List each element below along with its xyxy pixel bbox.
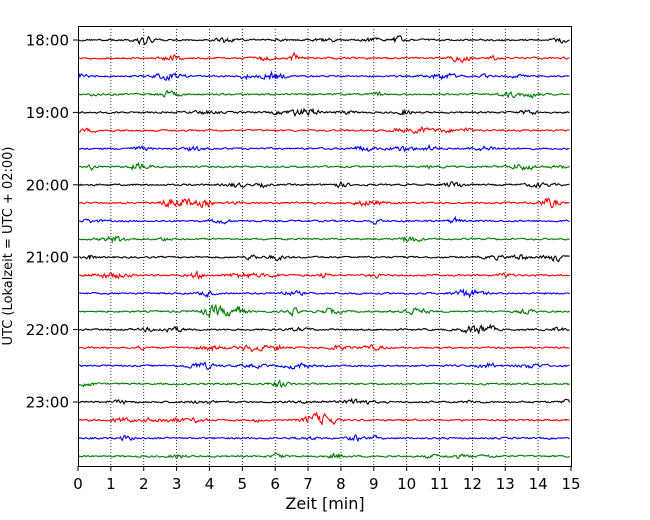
x-tick-label-12: 12 (463, 475, 482, 493)
y-axis-label: UTC (Lokalzeit = UTC + 02:00) (1, 147, 16, 346)
x-tick-label-9: 9 (369, 475, 379, 493)
trace-1830 (78, 70, 570, 82)
x-tick-label-6: 6 (270, 475, 280, 493)
x-tick-label-7: 7 (303, 475, 313, 493)
plot-frame (78, 26, 572, 467)
x-tick-label-10: 10 (397, 475, 416, 493)
trace-1815 (78, 51, 570, 64)
y-tick-label-19:00: 19:00 (26, 104, 69, 122)
trace-1945 (78, 161, 570, 172)
trace-1930 (78, 143, 570, 153)
trace-2145 (78, 303, 570, 318)
trace-2015 (78, 197, 570, 209)
trace-2230 (78, 361, 570, 370)
trace-1900 (78, 107, 570, 118)
trace-2130 (78, 287, 570, 299)
y-axis-ticks: 18:00 19:00 20:00 21:00 22:00 23:00 (26, 32, 78, 412)
x-tick-label-4: 4 (205, 475, 215, 493)
trace-2345 (78, 452, 570, 460)
trace-2300 (78, 397, 571, 406)
x-tick-label-5: 5 (238, 475, 248, 493)
trace-2330 (78, 434, 570, 443)
x-axis-ticks: 0 1 2 3 4 5 6 7 8 9 10 11 12 13 14 15 (73, 466, 581, 493)
seismogram-traces (78, 35, 571, 460)
trace-2245 (78, 379, 570, 389)
trace-2115 (78, 270, 570, 280)
trace-1845 (78, 89, 570, 99)
vertical-grid-lines (110, 26, 539, 466)
x-tick-label-8: 8 (336, 475, 346, 493)
trace-2100 (78, 254, 570, 263)
trace-2315 (78, 411, 570, 425)
trace-2030 (78, 215, 570, 225)
trace-2200 (78, 323, 570, 335)
trace-2045 (78, 235, 570, 244)
y-tick-label-20:00: 20:00 (26, 176, 69, 194)
x-tick-label-1: 1 (106, 475, 116, 493)
y-tick-label-22:00: 22:00 (26, 321, 69, 339)
y-tick-label-21:00: 21:00 (26, 249, 69, 267)
trace-2000 (78, 180, 570, 189)
x-tick-label-13: 13 (496, 475, 515, 493)
trace-2215 (78, 343, 570, 353)
x-tick-label-11: 11 (430, 475, 449, 493)
x-axis-label: Zeit [min] (285, 494, 364, 513)
x-tick-label-2: 2 (139, 475, 149, 493)
x-tick-label-14: 14 (529, 475, 548, 493)
trace-1800 (78, 35, 570, 46)
x-tick-label-3: 3 (172, 475, 182, 493)
trace-1915 (78, 125, 570, 135)
x-tick-label-15: 15 (561, 475, 580, 493)
y-tick-label-23:00: 23:00 (26, 394, 69, 412)
y-tick-label-18:00: 18:00 (26, 32, 69, 50)
x-tick-label-0: 0 (73, 475, 83, 493)
